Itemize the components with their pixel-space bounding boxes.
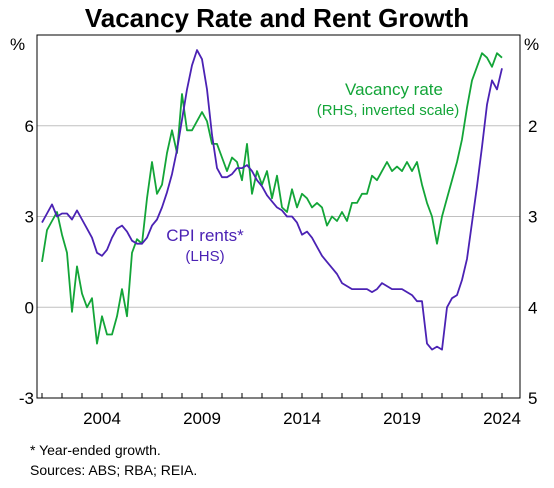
left-tick-label: -3 xyxy=(19,389,34,408)
plot-frame xyxy=(36,34,521,399)
x-tick-label: 2019 xyxy=(383,409,421,428)
cpi-rents-line xyxy=(41,49,503,351)
x-tick-label: 2004 xyxy=(83,409,121,428)
chart-title: Vacancy Rate and Rent Growth xyxy=(84,3,470,33)
vacancy-rate-label: Vacancy rate xyxy=(345,80,443,99)
right-axis-unit: % xyxy=(524,35,539,54)
vacancy-rate-sublabel: (RHS, inverted scale) xyxy=(317,102,460,119)
x-tick-label: 2024 xyxy=(483,409,521,428)
right-tick-label: 2 xyxy=(528,117,537,136)
left-tick-label: 0 xyxy=(25,298,34,317)
right-tick-label: 4 xyxy=(528,298,537,317)
cpi-rents-sublabel: (LHS) xyxy=(185,248,224,265)
left-tick-label: 3 xyxy=(25,208,34,227)
sources-note: Sources: ABS; RBA; REIA. xyxy=(30,462,198,478)
right-tick-label: 3 xyxy=(528,208,537,227)
right-tick-label: 5 xyxy=(528,389,537,408)
footnote: * Year-ended growth. xyxy=(30,442,161,458)
left-axis-unit: % xyxy=(10,35,25,54)
vacancy-rate-line xyxy=(41,52,503,345)
left-tick-label: 6 xyxy=(25,117,34,136)
x-tick-label: 2009 xyxy=(183,409,221,428)
x-tick-label: 2014 xyxy=(283,409,321,428)
cpi-rents-label: CPI rents* xyxy=(166,226,244,245)
